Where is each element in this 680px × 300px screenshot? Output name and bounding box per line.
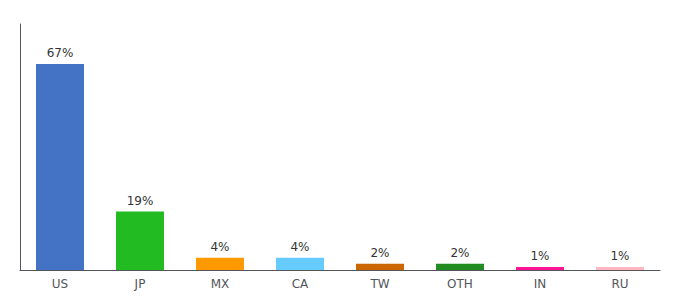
- svg-text:JP: JP: [134, 277, 146, 291]
- svg-text:4%: 4%: [210, 240, 229, 254]
- svg-text:19%: 19%: [127, 194, 154, 208]
- svg-text:2%: 2%: [450, 246, 469, 260]
- svg-text:1%: 1%: [610, 249, 629, 263]
- svg-text:OTH: OTH: [447, 277, 473, 291]
- svg-text:RU: RU: [611, 277, 628, 291]
- svg-text:TW: TW: [369, 277, 389, 291]
- svg-text:CA: CA: [292, 277, 309, 291]
- svg-text:1%: 1%: [530, 249, 549, 263]
- svg-text:67%: 67%: [47, 46, 74, 60]
- svg-text:US: US: [52, 277, 68, 291]
- svg-text:4%: 4%: [290, 240, 309, 254]
- svg-text:2%: 2%: [370, 246, 389, 260]
- svg-text:MX: MX: [211, 277, 230, 291]
- svg-text:IN: IN: [534, 277, 547, 291]
